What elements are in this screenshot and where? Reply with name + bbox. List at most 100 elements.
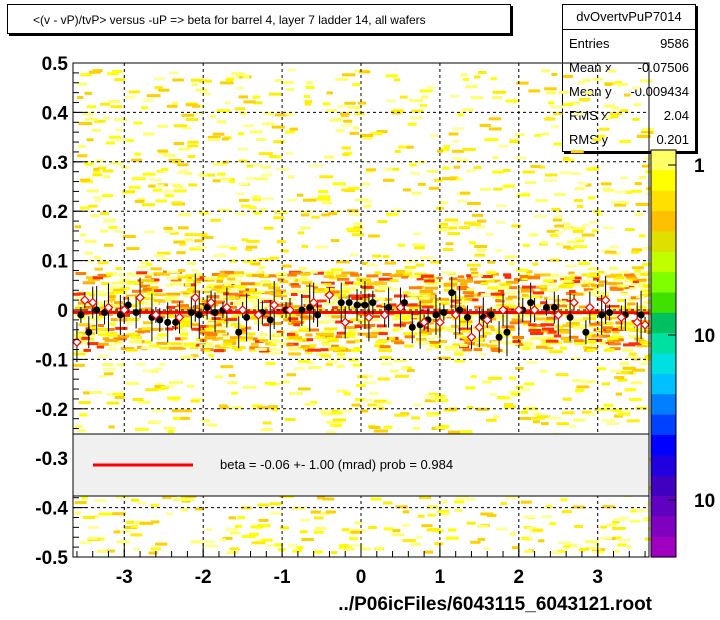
heat-cell [246,239,260,243]
heat-cell [592,138,602,142]
heat-cell [401,366,408,370]
heat-cell [230,336,243,340]
heat-cell [74,501,87,505]
heat-cell [218,208,231,212]
heat-cell [179,242,187,246]
heat-cell [110,105,122,109]
heat-cell [103,220,115,223]
heat-cell [336,364,345,368]
heat-cell [348,529,358,532]
heat-cell [534,215,547,218]
heat-cell [166,270,180,274]
heat-cell [106,272,117,276]
heat-cell [411,109,424,113]
heat-cell [416,535,423,539]
heat-cell [610,201,625,204]
heat-cell [113,341,123,345]
x-tick-label: 1 [435,567,446,588]
heat-cell [522,243,530,247]
heat-cell [493,187,503,191]
heat-cell [226,79,233,83]
heat-cell [108,295,116,299]
stats-row-mean-x: Mean x -0.07506 [569,57,689,79]
heat-cell [473,75,481,79]
heat-cell [466,497,476,501]
heat-cell [305,333,313,337]
heat-cell [203,278,215,282]
heat-cell [135,427,149,431]
heat-cell [482,380,492,384]
heat-cell [329,276,340,280]
heat-cell [311,215,320,219]
heat-cell [437,424,450,428]
heat-cell [124,95,136,99]
heat-cell [404,344,414,348]
heat-cell [370,331,384,335]
heat-cell [324,155,335,159]
heat-cell [300,345,310,349]
heat-cell [401,275,409,279]
heat-cell [106,287,117,291]
heat-cell [299,325,310,329]
heat-cell [562,245,571,249]
heat-cell [342,334,356,338]
heat-cell [576,385,590,389]
heat-cell [560,279,573,283]
heat-cell [375,340,386,344]
heat-cell [383,298,393,301]
heat-cell [275,113,288,117]
heat-cell [158,88,170,92]
heat-cell [328,347,339,351]
heat-cell [325,430,337,434]
heat-cell [612,520,620,524]
heat-cell [360,547,371,551]
heat-cell [428,319,439,322]
data-point [364,312,374,323]
heat-cell [176,275,189,279]
heat-cell [166,292,181,296]
colorbar-cell [651,434,676,456]
heat-cell [642,263,652,266]
heat-cell [634,212,644,216]
heat-cell [481,275,493,278]
heat-cell [100,212,109,215]
heat-cell [447,232,460,236]
heat-cell [426,169,439,173]
heat-cell [429,343,442,347]
x-tick-label: -2 [195,567,212,588]
heat-cell [520,388,530,392]
stats-value: -0.009434 [630,84,689,99]
heat-cell [374,271,382,275]
heat-cell [331,210,342,214]
heat-cell [627,276,638,280]
heat-cell [474,245,488,248]
heat-cell [185,118,198,121]
heat-cell [237,288,246,291]
heat-cell [606,422,619,426]
heat-cell [458,296,467,300]
heat-cell [454,500,465,504]
heat-cell [515,296,526,300]
data-point [369,299,377,307]
heat-cell [577,205,584,208]
colorbar-cell [651,190,676,212]
colorbar-cell [651,211,676,232]
heat-cell [107,347,118,351]
heat-cell [354,339,363,343]
heat-cell [341,271,355,275]
heat-cell [406,145,414,149]
heat-cell [385,401,392,405]
heat-cell [126,520,135,524]
heat-cell [350,306,358,310]
heat-cell [602,505,615,509]
heat-cell [526,361,538,364]
heat-cell [600,182,612,186]
heat-cell [611,333,620,337]
heat-cell [266,298,280,302]
heat-cell [87,342,99,346]
y-tick-label: -0.3 [35,449,68,470]
heat-cell [151,370,159,374]
heat-cell [501,325,515,329]
heat-cell [348,212,363,216]
heat-cell [264,381,276,385]
